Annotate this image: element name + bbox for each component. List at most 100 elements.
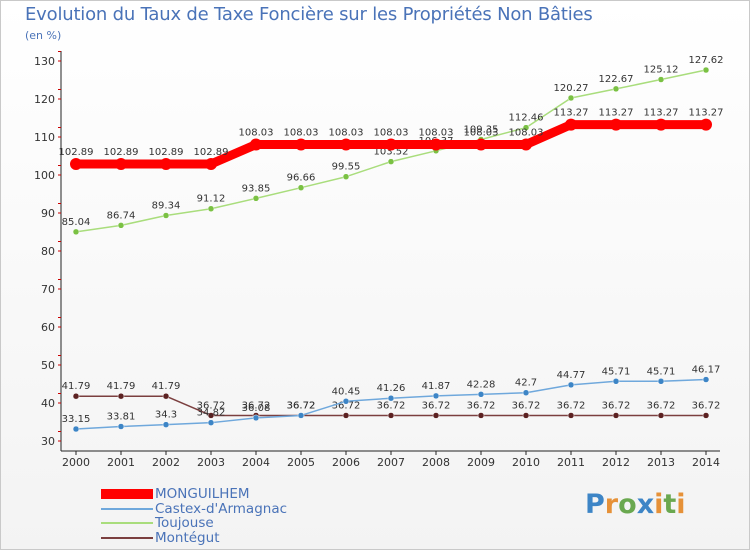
data-label-castex-d-armagnac: 46.17	[692, 365, 721, 376]
data-label-castex-d-armagnac: 45.71	[647, 366, 676, 377]
data-label-castex-d-armagnac: 42.28	[467, 379, 496, 390]
data-label-castex-d-armagnac: 41.26	[377, 383, 406, 394]
data-point-castex-d-armagnac	[387, 394, 395, 402]
data-label-mont-gut: 36.72	[692, 400, 721, 411]
data-label-monguilhem: 102.89	[194, 147, 229, 158]
data-label-castex-d-armagnac: 41.87	[422, 381, 451, 392]
data-label-mont-gut: 36.72	[197, 400, 226, 411]
legend-swatch	[101, 489, 153, 500]
data-label-toujouse: 112.46	[509, 113, 544, 124]
data-label-monguilhem: 102.89	[59, 147, 94, 158]
y-tick-label: 50	[41, 359, 55, 372]
data-label-monguilhem: 108.03	[464, 127, 499, 138]
data-point-castex-d-armagnac	[117, 423, 125, 430]
data-point-toujouse	[567, 94, 575, 102]
x-tick-label: 2008	[422, 456, 450, 469]
data-point-toujouse	[207, 205, 215, 212]
data-label-mont-gut: 36.72	[602, 400, 631, 411]
data-label-castex-d-armagnac: 42.7	[515, 378, 537, 389]
y-tick-label: 40	[41, 397, 55, 410]
x-tick-label: 2013	[647, 456, 675, 469]
data-label-toujouse: 127.62	[689, 55, 724, 66]
data-point-toujouse	[702, 66, 710, 74]
data-label-castex-d-armagnac: 34.3	[155, 410, 177, 421]
x-tick-label: 2007	[377, 456, 405, 469]
data-point-mont-gut	[432, 412, 440, 419]
x-tick-label: 2014	[692, 456, 720, 469]
data-label-mont-gut: 36.72	[557, 400, 586, 411]
x-tick-label: 2003	[197, 456, 225, 469]
data-label-monguilhem: 113.27	[689, 108, 724, 119]
data-label-toujouse: 120.27	[554, 83, 589, 94]
data-label-toujouse: 85.04	[62, 217, 91, 228]
data-point-castex-d-armagnac	[657, 378, 665, 385]
data-point-monguilhem	[250, 138, 262, 151]
data-point-monguilhem	[385, 138, 397, 151]
x-tick-label: 2006	[332, 456, 360, 469]
data-label-mont-gut: 36.72	[512, 400, 541, 411]
data-label-toujouse: 122.67	[599, 74, 634, 85]
y-tick-label: 110	[34, 131, 55, 144]
data-point-monguilhem	[610, 118, 622, 131]
y-tick-label: 60	[41, 321, 55, 334]
data-point-toujouse	[657, 76, 665, 83]
data-point-mont-gut	[702, 412, 710, 419]
legend-label: Toujouse	[155, 515, 214, 532]
data-label-castex-d-armagnac: 45.71	[602, 366, 631, 377]
y-axis-unit-label: (en %)	[25, 29, 62, 42]
data-point-monguilhem	[700, 118, 712, 131]
data-label-mont-gut: 41.79	[62, 381, 91, 392]
data-label-toujouse: 93.85	[242, 183, 271, 194]
data-label-toujouse: 89.34	[152, 201, 181, 212]
data-point-mont-gut	[387, 412, 395, 419]
logo-letter: P	[585, 489, 605, 520]
data-label-monguilhem: 108.03	[284, 127, 319, 138]
data-point-toujouse	[297, 184, 305, 191]
data-point-monguilhem	[205, 158, 217, 171]
legend-item: Montégut	[101, 531, 287, 546]
legend-swatch	[101, 536, 153, 539]
data-point-toujouse	[522, 124, 530, 131]
y-tick-label: 90	[41, 207, 55, 220]
data-label-castex-d-armagnac: 36.08	[242, 403, 271, 414]
logo-letter: i	[676, 489, 686, 520]
legend-item: Castex-d'Armagnac	[101, 502, 287, 517]
x-tick-label: 2009	[467, 456, 495, 469]
y-tick-label: 120	[34, 93, 55, 106]
data-point-monguilhem	[565, 118, 577, 131]
data-point-monguilhem	[475, 138, 487, 151]
data-label-toujouse: 91.12	[197, 194, 226, 205]
data-label-monguilhem: 108.03	[419, 127, 454, 138]
data-label-monguilhem: 108.03	[509, 127, 544, 138]
data-point-mont-gut	[522, 412, 530, 419]
legend-swatch	[101, 522, 153, 525]
data-label-toujouse: 109.35	[464, 124, 499, 135]
data-label-toujouse: 125.12	[644, 65, 679, 76]
data-label-mont-gut: 36.72	[242, 400, 271, 411]
data-label-mont-gut: 36.72	[332, 400, 361, 411]
proxiti-logo: Proxiti	[585, 489, 686, 520]
x-tick-label: 2005	[287, 456, 315, 469]
data-point-mont-gut	[567, 412, 575, 419]
data-label-castex-d-armagnac: 33.81	[107, 412, 136, 423]
y-tick-label: 100	[34, 169, 55, 182]
logo-letter: i	[654, 489, 664, 520]
data-point-toujouse	[117, 222, 125, 229]
data-label-monguilhem: 108.03	[329, 127, 364, 138]
data-point-mont-gut	[72, 392, 80, 400]
data-label-mont-gut: 36.72	[287, 400, 316, 411]
data-point-castex-d-armagnac	[72, 425, 80, 433]
data-label-toujouse: 96.66	[287, 173, 316, 184]
data-point-castex-d-armagnac	[702, 376, 710, 383]
data-point-castex-d-armagnac	[522, 389, 530, 396]
x-tick-label: 2010	[512, 456, 540, 469]
data-point-toujouse	[612, 85, 620, 93]
data-label-castex-d-armagnac: 40.45	[332, 386, 361, 397]
data-label-monguilhem: 102.89	[149, 147, 184, 158]
data-label-monguilhem: 108.03	[239, 127, 274, 138]
data-label-monguilhem: 113.27	[554, 108, 589, 119]
data-point-castex-d-armagnac	[432, 392, 440, 400]
data-point-mont-gut	[117, 392, 125, 400]
data-point-monguilhem	[70, 158, 82, 171]
data-point-castex-d-armagnac	[477, 391, 485, 398]
